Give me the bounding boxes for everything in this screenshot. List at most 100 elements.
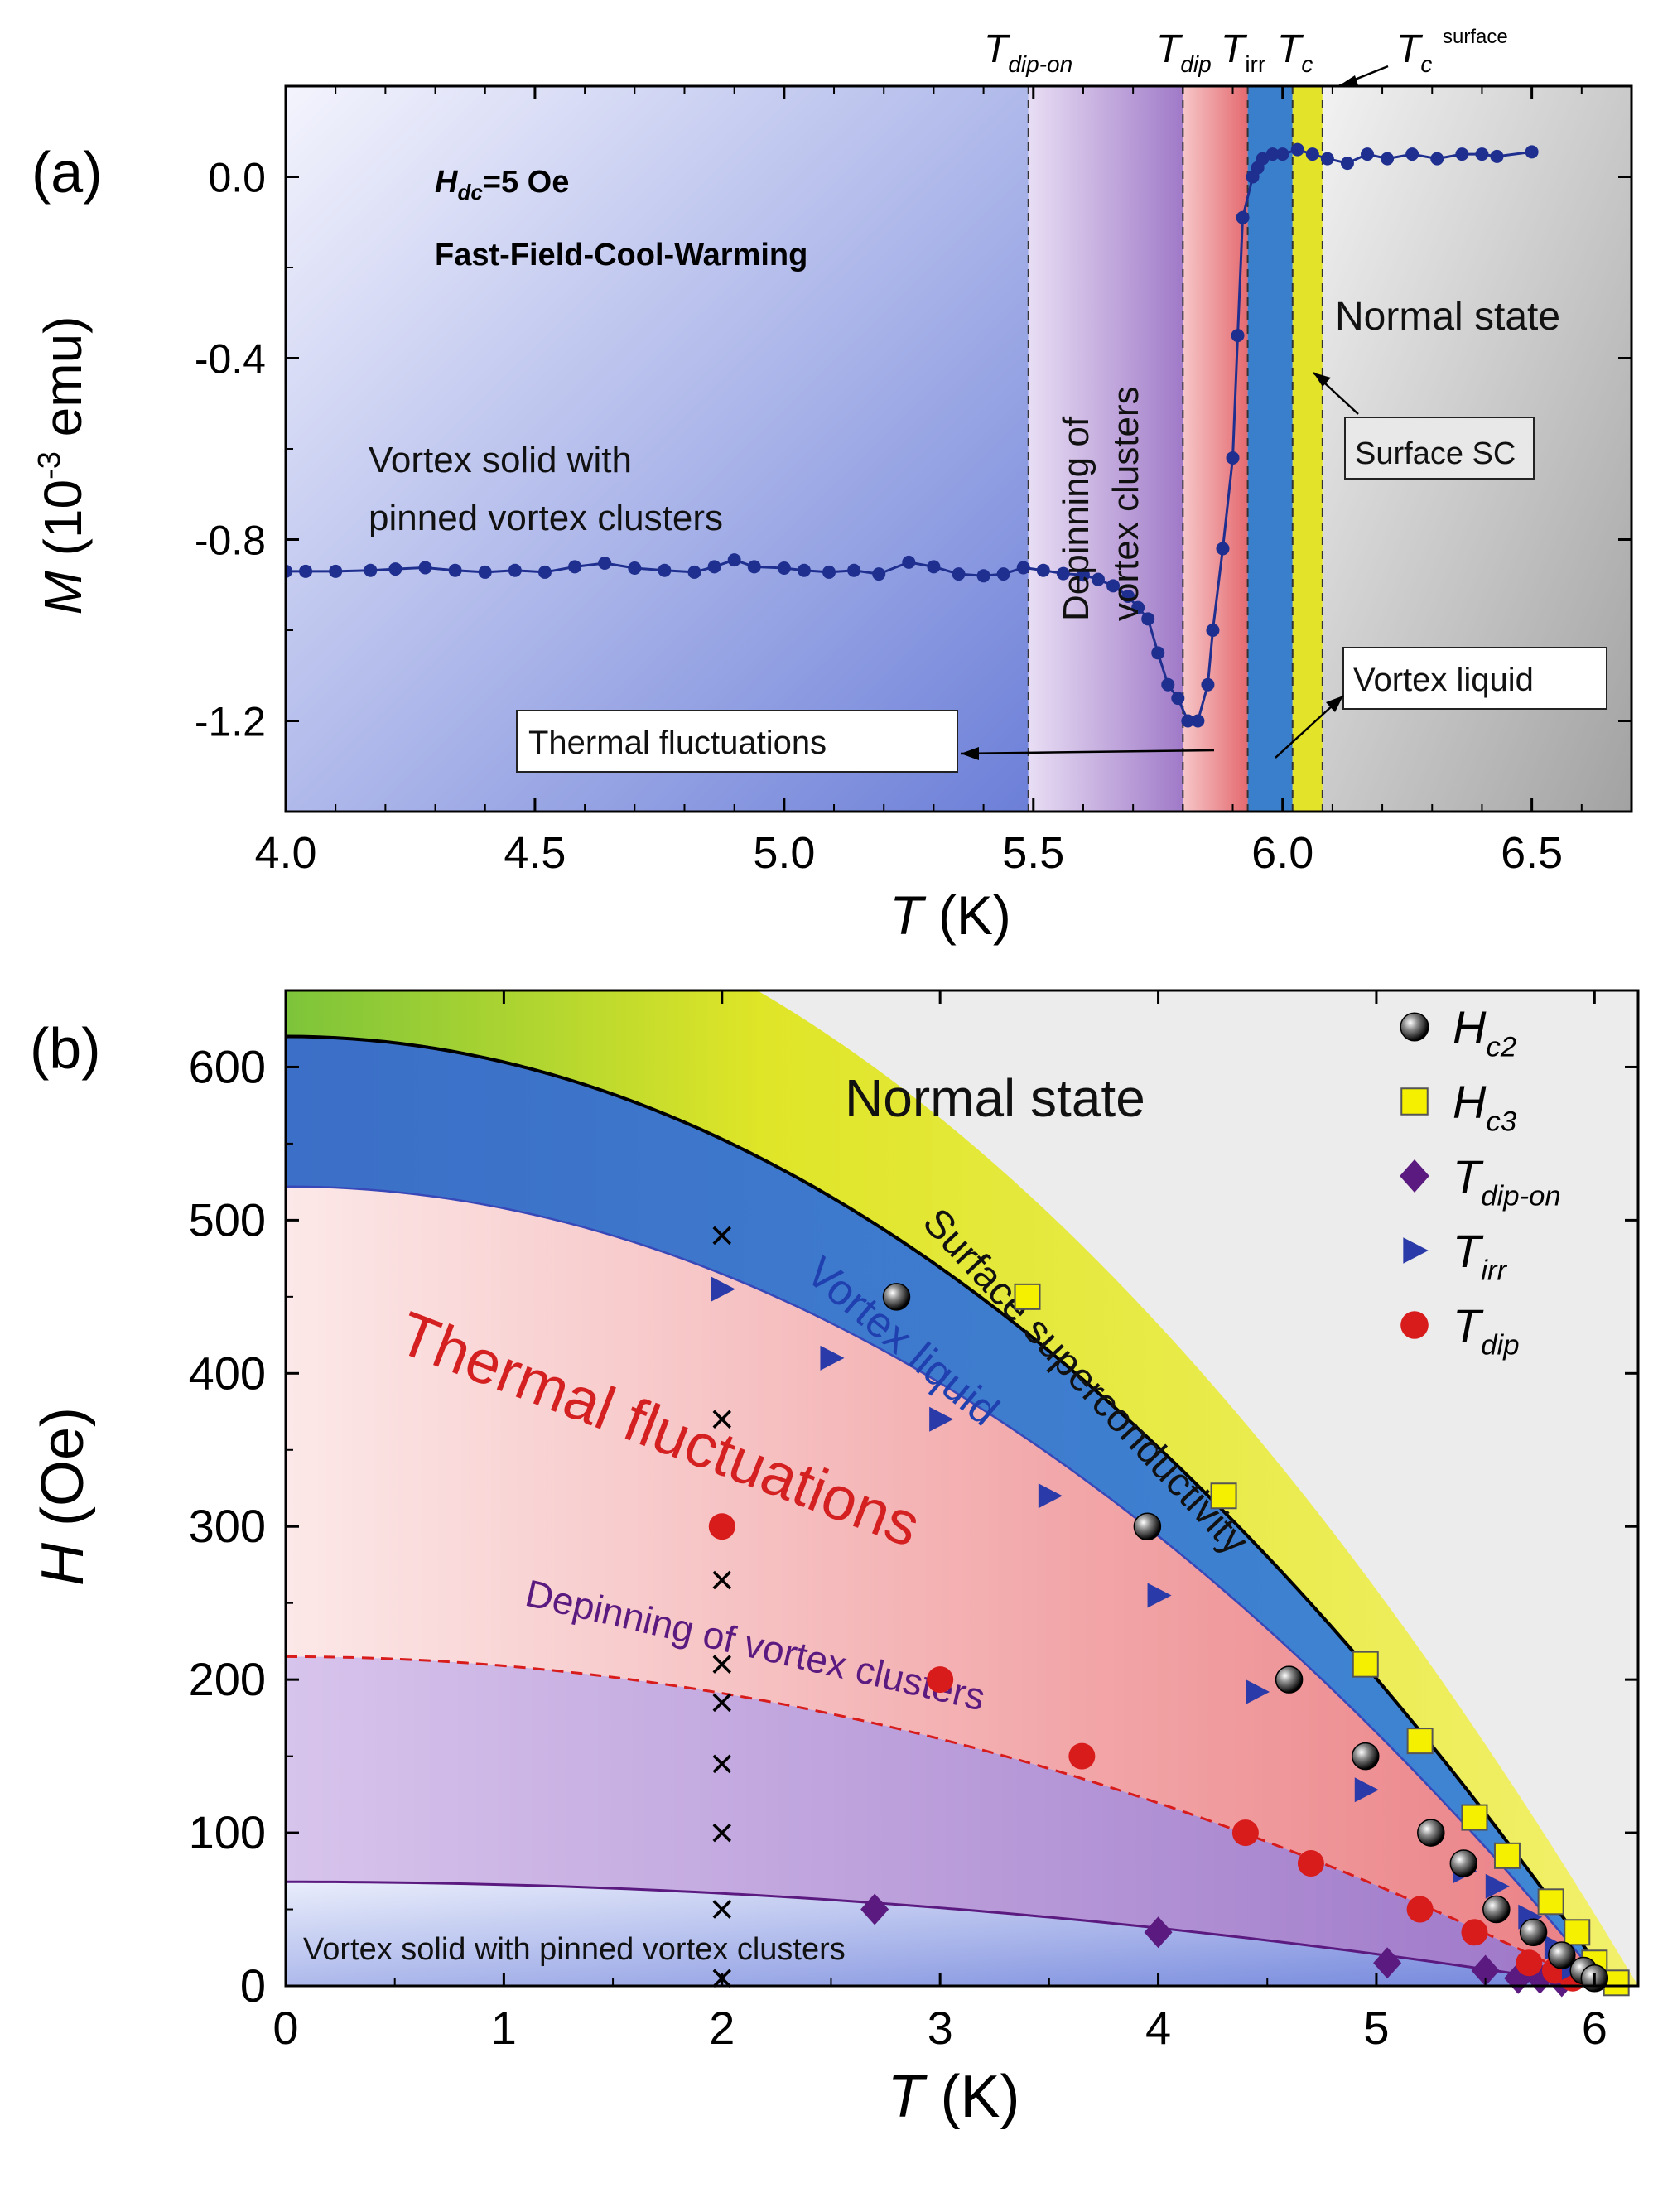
panel-b-frame xyxy=(284,989,1640,1988)
y-axis-label-a-symbol: M xyxy=(33,556,93,614)
point-tdip xyxy=(1516,1949,1543,1977)
point-tirr xyxy=(929,1406,954,1432)
magnetization-point xyxy=(1076,568,1090,582)
x-axis-label-b: T (K) xyxy=(888,2064,1020,2130)
region-vortex-liquid-b xyxy=(286,1036,1612,1986)
point-hc2 xyxy=(1548,1941,1576,1969)
y-tick-label-b: 100 xyxy=(189,1806,266,1858)
y-axis-label-b-unit: (Oe) xyxy=(30,1407,96,1526)
y-axis-label-a: M (10-3 emu) xyxy=(32,316,93,615)
y-axis-label-a-unit-pre: (10 xyxy=(33,480,93,557)
point-cross xyxy=(712,1823,732,1843)
point-hc3 xyxy=(1352,1651,1379,1678)
magnetization-point xyxy=(1141,612,1155,626)
legend-marker-hc3 xyxy=(1400,1087,1429,1116)
point-hc2 xyxy=(1449,1849,1478,1877)
point-hc3 xyxy=(1406,1728,1434,1755)
magnetization-point xyxy=(1290,142,1304,157)
legend-label-tdipon-sub: dip-on xyxy=(1481,1181,1561,1212)
t-irr-top-label: Tirr xyxy=(1221,27,1265,77)
magnetization-point xyxy=(927,560,941,574)
point-hc2 xyxy=(1519,1918,1548,1947)
panel-b-boundary-lines xyxy=(286,1034,1614,1986)
magnetization-point xyxy=(1092,572,1106,586)
y-axis-label-a-unit-post: emu) xyxy=(33,316,93,452)
legend-label-tirr-main: T xyxy=(1453,1225,1484,1277)
legend-label-hc3-sub: c3 xyxy=(1486,1106,1516,1138)
t-irr-sub: irr xyxy=(1245,51,1265,77)
x-tick-label-b: 3 xyxy=(928,2002,953,2054)
point-cross xyxy=(712,1226,732,1246)
point-tdipon xyxy=(1144,1916,1173,1949)
region-vortex-liquid xyxy=(1247,86,1293,812)
legend-marker-tdipon xyxy=(1400,1159,1429,1193)
x-tick-label-b: 5 xyxy=(1363,2002,1389,2054)
condition-protocol: Fast-Field-Cool-Warming xyxy=(435,238,807,272)
vortex-solid-label-line2: pinned vortex clusters xyxy=(369,498,723,538)
point-tdip xyxy=(708,1513,735,1540)
magnetization-point xyxy=(388,562,402,576)
y-tick-label-b: 400 xyxy=(189,1347,266,1399)
point-hc2 xyxy=(1275,1665,1304,1694)
legend-marker-tdip xyxy=(1400,1311,1429,1339)
magnetization-point xyxy=(687,565,701,579)
point-tirr xyxy=(1038,1483,1063,1509)
legend-label-tdip: Tdip xyxy=(1453,1299,1520,1361)
magnetization-point xyxy=(1056,566,1070,581)
magnetization-point xyxy=(996,567,1010,581)
thermal-fluctuations-arrowhead xyxy=(961,747,979,760)
condition-h-rest: =5 Oe xyxy=(483,165,570,200)
magnetization-point xyxy=(902,555,916,569)
x-tick-label-b: 4 xyxy=(1145,2002,1171,2054)
magnetization-point xyxy=(568,560,582,574)
magnetization-point xyxy=(1475,147,1489,161)
legend-label-hc2: Hc2 xyxy=(1453,1001,1516,1063)
hc2-curve xyxy=(286,1034,1614,1986)
x-tick-label-b: 6 xyxy=(1582,2002,1607,2054)
panel-b-phase-regions xyxy=(286,990,1638,1986)
point-hc3 xyxy=(1461,1804,1488,1831)
magnetization-point xyxy=(658,563,672,577)
magnetization-point xyxy=(364,563,378,577)
point-hc2 xyxy=(1417,1819,1445,1847)
magnetization-point xyxy=(329,564,343,578)
magnetization-point xyxy=(747,560,761,574)
point-hc2 xyxy=(1352,1742,1380,1771)
t-c-surface-top-label: Tc xyxy=(1396,27,1432,77)
magnetization-point xyxy=(1016,561,1030,575)
t-irr-main: T xyxy=(1221,27,1248,71)
condition-h-main: H xyxy=(435,165,459,200)
magnetization-point xyxy=(418,561,432,575)
point-cross xyxy=(712,1754,732,1774)
depinning-label-line2: vortex clusters xyxy=(1106,386,1146,621)
point-tirr xyxy=(1147,1583,1172,1608)
thermal-fluctuations-label-a: Thermal fluctuations xyxy=(528,725,827,761)
x-axis-label-a-symbol: T xyxy=(889,884,927,946)
panel-a-series xyxy=(286,142,1539,728)
condition-h-sub: dc xyxy=(457,180,483,205)
magnetization-point xyxy=(1151,646,1165,660)
magnetization-point xyxy=(1320,152,1334,166)
y-tick-label-b: 200 xyxy=(189,1653,266,1705)
magnetization-point xyxy=(448,563,462,577)
magnetization-point xyxy=(628,561,642,575)
y-axis-label-b-symbol: H xyxy=(30,1526,96,1586)
x-tick-label-a: 5.5 xyxy=(1002,828,1064,878)
magnetization-point xyxy=(1361,147,1375,161)
legend-marker-tirr xyxy=(1403,1237,1429,1264)
t-c-surface-arrowhead xyxy=(1338,75,1358,86)
t-dip-on-main: T xyxy=(984,27,1011,71)
region-thermal-fluctuations xyxy=(1183,86,1248,812)
magnetization-point xyxy=(598,556,612,570)
magnetization-point xyxy=(1381,152,1395,166)
point-hc3 xyxy=(1537,1888,1564,1916)
vortex-solid-label-b: Vortex solid with pinned vortex clusters xyxy=(303,1932,846,1967)
point-tdip xyxy=(927,1666,954,1694)
magnetization-point xyxy=(1405,147,1419,161)
y-tick-label-b: 300 xyxy=(189,1500,266,1552)
magnetization-point xyxy=(1206,624,1220,637)
t-c-surface-main: T xyxy=(1396,27,1424,71)
t-dip-main: T xyxy=(1156,27,1183,71)
panel-a: 4.0 4.5 5.0 5.5 6.0 6.5 0.0 -0.4 -0.8 -1.2 T (K) M … xyxy=(31,26,1633,946)
magnetization-point xyxy=(822,565,836,579)
